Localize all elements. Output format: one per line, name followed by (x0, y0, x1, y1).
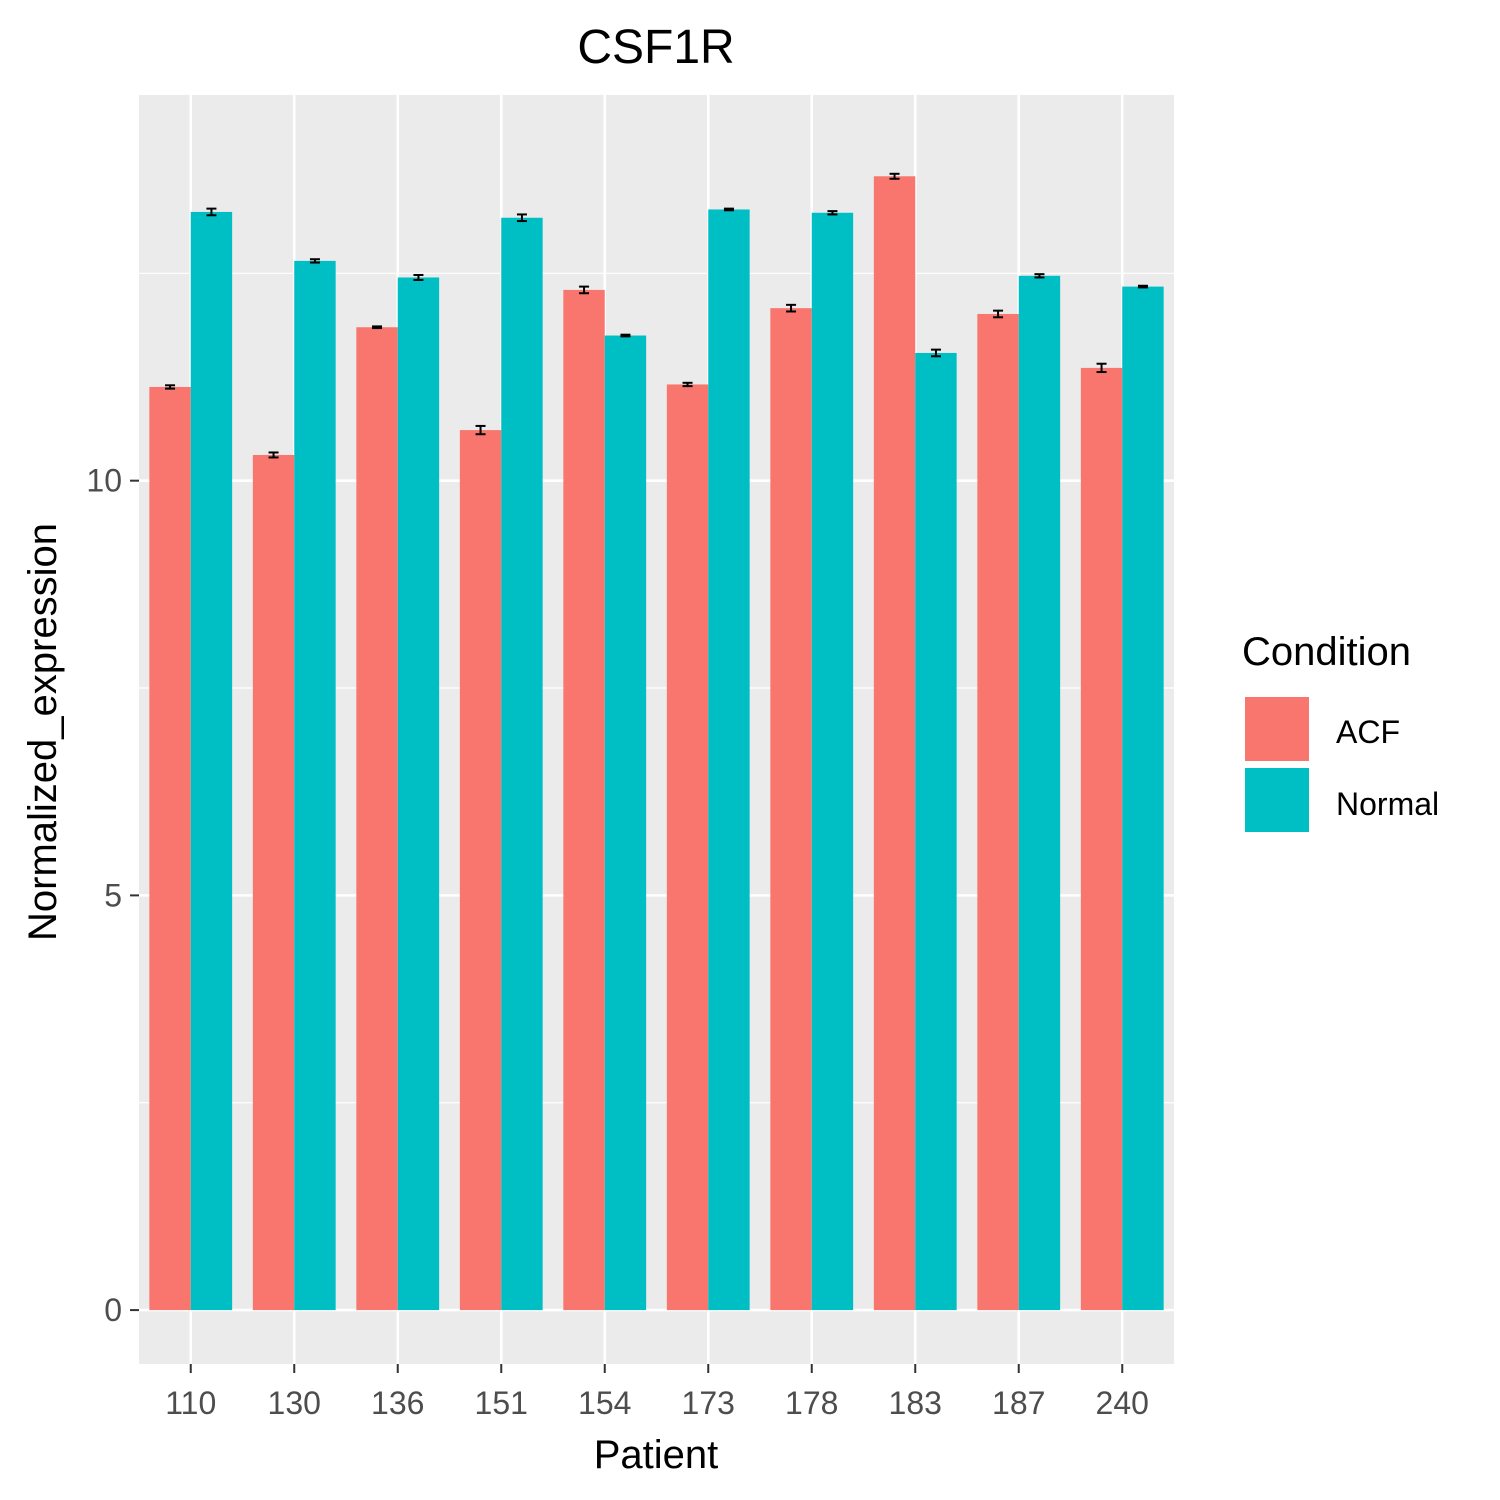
x-tick-label: 178 (785, 1385, 838, 1421)
bar-acf-136 (356, 327, 398, 1311)
bar-acf-240 (1080, 367, 1123, 1311)
legend-title: Condition (1242, 630, 1411, 674)
y-tick-label: 0 (104, 1292, 122, 1328)
bar-acf-187 (977, 313, 1019, 1311)
bars (149, 176, 1164, 1311)
x-axis: 110 130 136 151 154 173 178 183 187 240 (165, 1364, 1149, 1421)
bar-normal-183 (915, 352, 957, 1311)
legend-key-acf (1243, 695, 1311, 763)
bar-acf-154 (563, 289, 605, 1311)
x-tick-label: 240 (1096, 1385, 1149, 1421)
x-tick-label: 183 (889, 1385, 942, 1421)
bar-normal-187 (1018, 275, 1061, 1311)
bar-normal-130 (294, 260, 336, 1311)
y-tick-label: 10 (86, 463, 122, 499)
bar-acf-151 (459, 430, 502, 1311)
bar-normal-178 (811, 212, 854, 1311)
y-axis: 0 5 10 (86, 463, 139, 1328)
legend-label-acf: ACF (1336, 714, 1400, 750)
bar-normal-240 (1122, 286, 1164, 1311)
x-tick-label: 110 (165, 1385, 216, 1421)
bar-acf-130 (252, 454, 295, 1311)
x-tick-label: 154 (578, 1385, 631, 1421)
bar-normal-173 (708, 209, 750, 1311)
bar-acf-183 (873, 176, 916, 1311)
legend-key-normal (1243, 766, 1311, 834)
x-tick-label: 151 (475, 1385, 528, 1421)
x-tick-label: 173 (682, 1385, 735, 1421)
legend: Condition ACF Normal (1242, 630, 1439, 834)
bar-normal-151 (501, 217, 543, 1311)
legend-label-normal: Normal (1336, 786, 1439, 822)
bar-normal-110 (190, 211, 233, 1311)
x-tick-label: 187 (992, 1385, 1045, 1421)
x-tick-label: 136 (371, 1385, 424, 1421)
bar-normal-154 (604, 335, 647, 1311)
bar-acf-178 (770, 308, 812, 1311)
chart-title: CSF1R (577, 21, 734, 74)
y-axis-title: Normalized_expression (21, 523, 65, 941)
x-axis-title: Patient (594, 1433, 719, 1477)
bar-acf-110 (149, 386, 191, 1311)
error-bars (165, 172, 1148, 459)
bar-acf-173 (666, 384, 709, 1311)
bar-normal-136 (397, 277, 440, 1311)
y-tick-label: 5 (104, 877, 122, 913)
x-tick-label: 130 (268, 1385, 321, 1421)
